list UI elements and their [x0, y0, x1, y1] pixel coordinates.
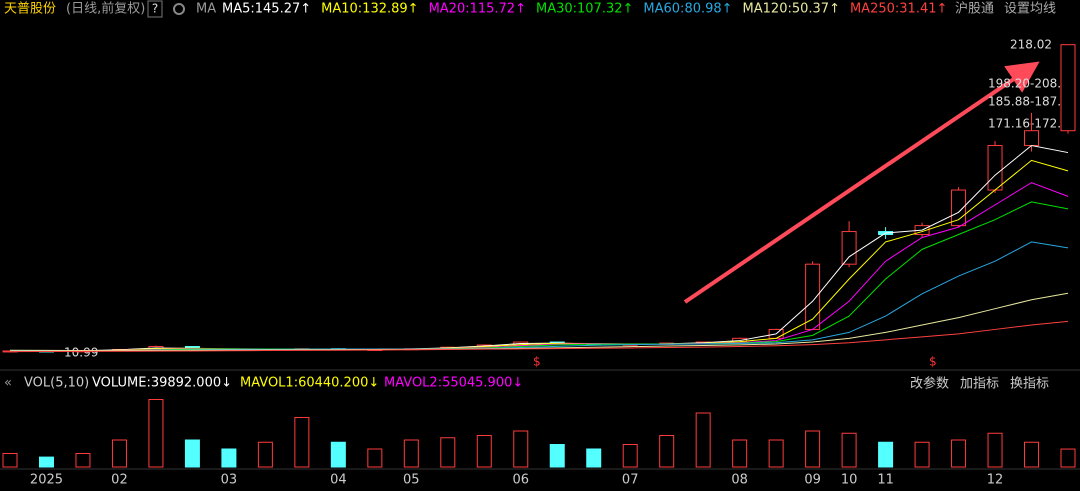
- stock-name: 天普股份: [4, 2, 56, 17]
- link[interactable]: 沪股通: [955, 1, 994, 17]
- legend-entry: MA60:80.98↑: [643, 2, 732, 17]
- volume-bar: [951, 439, 967, 468]
- volume-bar: [184, 439, 200, 468]
- volume-bar: [914, 441, 930, 468]
- legend-entry: MA20:115.72↑: [429, 2, 526, 17]
- ma-label: MA: [196, 2, 216, 17]
- legend-entry: MA120:50.37↑: [743, 2, 840, 17]
- ma-line: [9, 241, 1069, 352]
- button[interactable]: 改参数: [910, 376, 949, 392]
- candle-body: [1060, 44, 1076, 132]
- ma-line: [9, 320, 1069, 353]
- volume-bar: [38, 456, 54, 468]
- volume-bar: [476, 435, 492, 468]
- volume-bar: [2, 453, 18, 468]
- link[interactable]: 设置均线: [1004, 2, 1056, 17]
- x-tick-label: 05: [403, 473, 420, 488]
- legend-entry: MA30:107.32↑: [536, 2, 633, 17]
- ma-line: [9, 292, 1069, 351]
- help[interactable]: ?: [152, 2, 158, 16]
- trend-arrow: [683, 61, 1040, 304]
- x-tick-label: 04: [330, 473, 347, 488]
- price-label: 198.20-208.00: [988, 77, 1076, 91]
- help-box[interactable]: [147, 0, 163, 18]
- button[interactable]: 换指标: [1010, 377, 1049, 392]
- volume-bar: [622, 444, 638, 468]
- x-tick-label: 07: [622, 473, 639, 488]
- ma-line: [9, 145, 1069, 352]
- volume-bar: [221, 448, 237, 468]
- volume-bar: [1024, 441, 1040, 468]
- x-tick-label: 2025: [30, 473, 63, 488]
- volume-bar: [586, 448, 602, 468]
- ma-line: [9, 159, 1069, 352]
- volume-bar: [878, 441, 894, 468]
- legend-entry: MA250:31.41↑: [850, 2, 947, 17]
- volume-bar: [75, 453, 91, 468]
- settings-icon[interactable]: [173, 3, 185, 15]
- vol-legend: MAVOL1:60440.200↓: [240, 376, 379, 391]
- volume-bar: [257, 441, 273, 468]
- vol-icon[interactable]: «: [4, 376, 12, 391]
- volume-bar: [367, 448, 383, 468]
- volume-bar: [659, 435, 675, 468]
- marker: $: [533, 355, 541, 369]
- volume-bar: [841, 432, 857, 468]
- volume-bar: [440, 437, 456, 468]
- volume-bar: [403, 439, 419, 468]
- price-label: 10.99: [64, 346, 98, 360]
- marker: $: [929, 355, 937, 369]
- x-tick-label: 12: [987, 473, 1004, 488]
- volume-bar: [987, 432, 1003, 468]
- x-tick-label: 06: [512, 473, 529, 488]
- x-tick-label: 03: [221, 473, 238, 488]
- volume-bar: [294, 417, 310, 468]
- volume-bar: [695, 412, 711, 468]
- vol-legend: VOLUME:39892.000↓: [92, 376, 232, 391]
- price-label: 218.02: [1010, 38, 1052, 52]
- volume-bar: [768, 439, 784, 468]
- vol-title: VOL(5,10): [24, 376, 89, 391]
- x-tick-label: 02: [111, 473, 128, 488]
- x-tick-label: 10: [841, 473, 858, 488]
- x-tick-label: 08: [731, 473, 748, 488]
- volume-bar: [732, 439, 748, 468]
- volume-bar: [1060, 448, 1076, 468]
- vol-legend: MAVOL2:55045.900↓: [384, 376, 523, 391]
- candle-body: [1024, 130, 1040, 147]
- button[interactable]: 加指标: [960, 377, 999, 392]
- volume-bar: [330, 441, 346, 468]
- x-tick-label: 11: [877, 473, 894, 488]
- legend-entry: MA10:132.89↑: [321, 2, 418, 17]
- candle-body: [987, 145, 1003, 191]
- volume-bar: [805, 430, 821, 468]
- volume-bar: [111, 439, 127, 468]
- price-label: 171.16-172.01: [988, 117, 1076, 131]
- ma-line: [9, 182, 1069, 352]
- candle-body: [805, 263, 821, 330]
- volume-bar: [148, 399, 164, 468]
- x-tick-label: 09: [804, 473, 821, 488]
- price-label: 185.88-187.00: [988, 95, 1076, 109]
- volume-bar: [549, 444, 565, 468]
- ma-line: [9, 201, 1069, 352]
- volume-bar: [513, 430, 529, 468]
- candle-body: [841, 231, 857, 265]
- period: (日线,前复权): [66, 1, 145, 17]
- legend-entry: MA5:145.27↑: [222, 2, 311, 17]
